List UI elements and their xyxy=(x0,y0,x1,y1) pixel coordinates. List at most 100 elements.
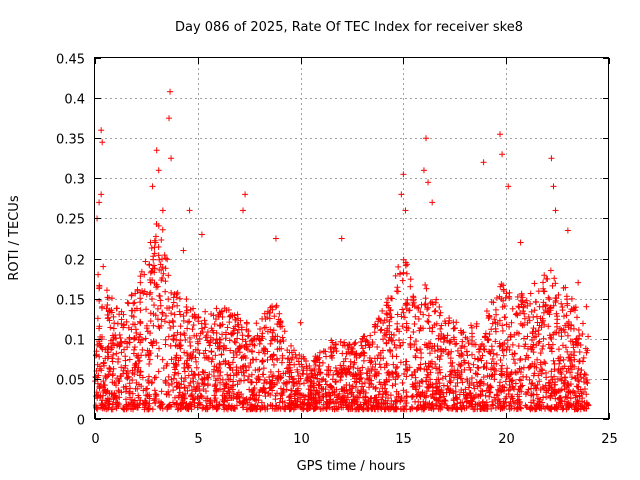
data-point xyxy=(135,364,142,371)
data-point xyxy=(547,304,554,311)
data-point xyxy=(459,379,466,386)
data-point xyxy=(204,395,211,402)
data-point xyxy=(351,397,358,404)
data-point xyxy=(251,396,258,403)
data-point xyxy=(360,357,367,364)
data-point xyxy=(436,364,443,371)
data-point xyxy=(453,340,460,347)
data-point xyxy=(509,341,516,348)
data-point xyxy=(230,349,237,356)
data-point xyxy=(403,270,410,277)
data-point xyxy=(540,335,547,342)
data-point xyxy=(427,376,434,383)
data-point xyxy=(459,342,466,349)
data-point xyxy=(109,379,116,386)
data-point xyxy=(137,295,144,302)
data-point xyxy=(520,364,527,371)
data-point xyxy=(480,346,487,353)
data-point xyxy=(156,325,163,332)
data-point xyxy=(337,377,344,384)
data-point xyxy=(264,314,271,321)
data-point xyxy=(337,401,344,408)
data-point xyxy=(231,404,238,411)
data-point xyxy=(551,360,558,367)
data-point xyxy=(250,395,257,402)
data-point xyxy=(176,308,183,315)
data-point xyxy=(473,370,480,377)
data-point xyxy=(349,383,356,390)
data-point xyxy=(214,345,221,352)
data-point xyxy=(145,379,152,386)
data-point xyxy=(463,392,470,399)
data-point xyxy=(137,279,144,286)
data-point xyxy=(239,336,246,343)
data-point xyxy=(420,398,427,405)
data-point xyxy=(306,401,313,408)
data-point xyxy=(515,343,522,350)
data-point xyxy=(199,368,206,375)
data-point xyxy=(387,347,394,354)
data-point xyxy=(528,392,535,399)
data-point xyxy=(204,381,211,388)
data-point xyxy=(216,322,223,329)
data-point xyxy=(302,393,309,400)
data-point xyxy=(272,304,279,311)
data-point xyxy=(249,391,256,398)
data-point xyxy=(574,377,581,384)
data-point xyxy=(153,391,160,398)
data-point xyxy=(392,381,399,388)
data-point xyxy=(352,370,359,377)
data-point xyxy=(400,171,407,178)
data-point xyxy=(227,347,234,354)
data-point xyxy=(467,322,474,329)
data-point xyxy=(191,332,198,339)
data-point xyxy=(98,127,105,134)
data-point xyxy=(281,399,288,406)
data-point xyxy=(497,283,504,290)
data-point xyxy=(268,381,275,388)
data-point xyxy=(158,316,165,323)
data-point xyxy=(236,343,243,350)
data-point xyxy=(165,382,172,389)
data-point xyxy=(424,318,431,325)
data-point xyxy=(126,388,133,395)
data-point xyxy=(284,355,291,362)
data-point xyxy=(232,316,239,323)
data-point xyxy=(403,393,410,400)
data-point xyxy=(493,351,500,358)
data-point xyxy=(181,368,188,375)
data-point xyxy=(94,392,101,399)
data-point xyxy=(424,384,431,391)
data-point xyxy=(572,375,579,382)
data-point xyxy=(515,303,522,310)
data-point xyxy=(424,306,431,313)
data-point xyxy=(185,372,192,379)
data-point xyxy=(400,256,407,263)
data-point xyxy=(165,388,172,395)
data-point xyxy=(178,381,185,388)
data-point xyxy=(385,372,392,379)
data-point xyxy=(353,379,360,386)
data-point xyxy=(565,390,572,397)
data-point xyxy=(553,313,560,320)
data-point xyxy=(122,357,129,364)
data-point xyxy=(247,360,254,367)
x-tick-label: 5 xyxy=(194,432,202,447)
data-point xyxy=(328,344,335,351)
x-tick-label: 20 xyxy=(498,432,515,447)
data-point xyxy=(162,336,169,343)
data-point xyxy=(148,245,155,252)
data-point xyxy=(502,378,509,385)
data-point xyxy=(275,404,282,411)
data-point xyxy=(434,347,441,354)
data-point xyxy=(506,381,513,388)
data-point xyxy=(274,333,281,340)
data-point xyxy=(558,300,565,307)
data-point xyxy=(497,357,504,364)
data-point xyxy=(221,385,228,392)
data-point xyxy=(278,359,285,366)
data-point xyxy=(255,349,262,356)
data-point xyxy=(403,373,410,380)
data-point xyxy=(258,399,265,406)
data-point xyxy=(571,307,578,314)
